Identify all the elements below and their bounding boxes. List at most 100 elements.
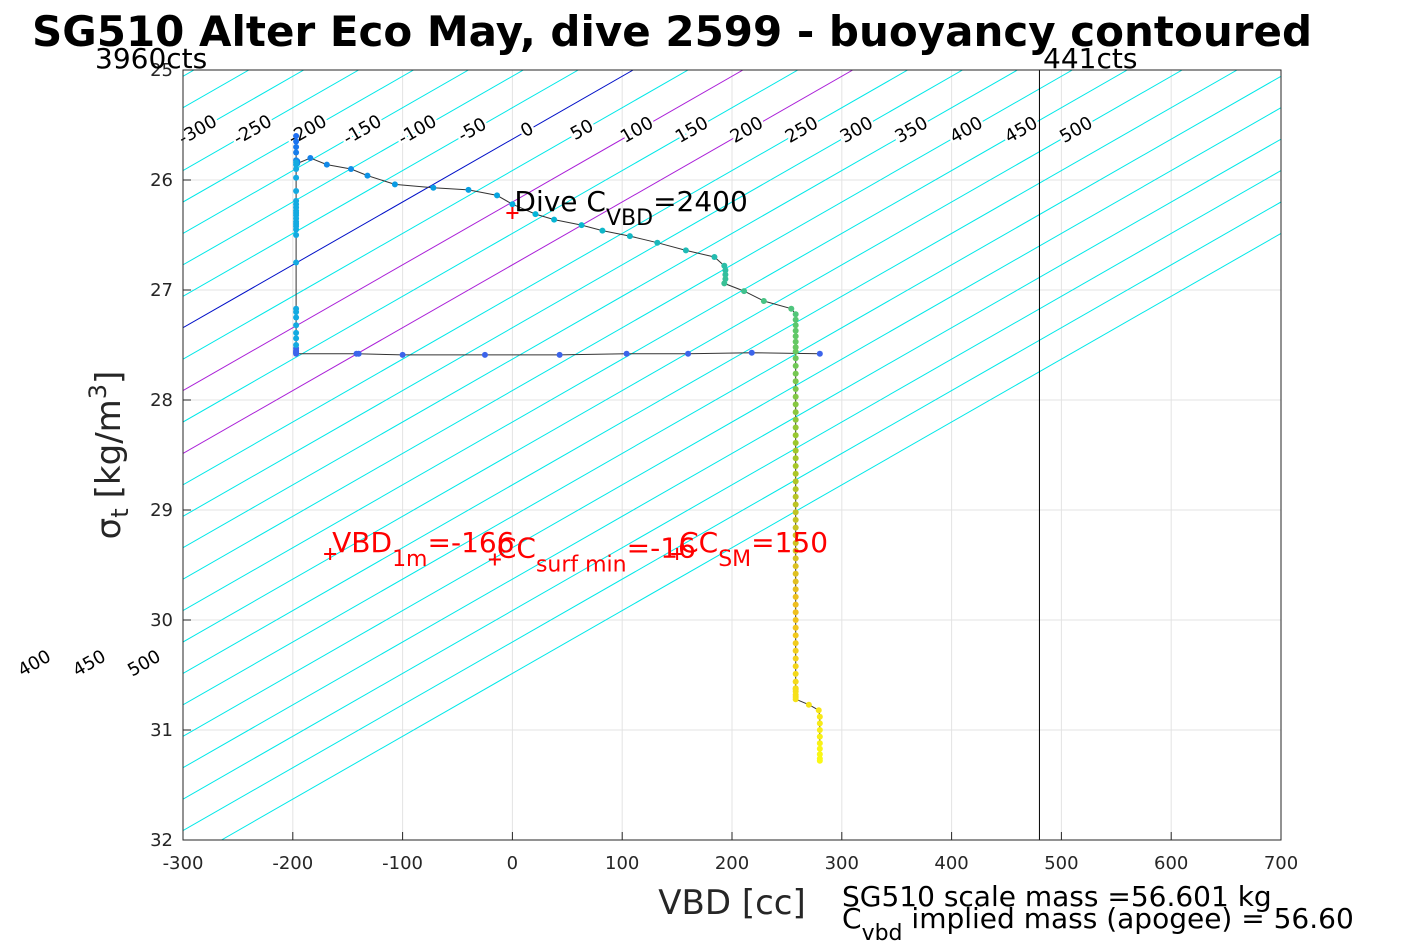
descent-point xyxy=(347,166,354,172)
descent-point xyxy=(792,493,799,500)
descent-point xyxy=(494,192,501,199)
descent-point xyxy=(323,161,330,168)
ascent-point xyxy=(293,305,300,312)
descent-point xyxy=(788,305,795,312)
descent-point xyxy=(792,455,799,462)
descent-point xyxy=(792,555,799,562)
descent-point xyxy=(816,745,823,752)
x-tick-label: 0 xyxy=(507,853,518,874)
descent-point xyxy=(792,322,799,329)
annotation-subscript: 1m xyxy=(392,547,427,572)
contour-line xyxy=(183,70,579,297)
y-tick-label: 29 xyxy=(150,500,173,521)
descent-point xyxy=(792,401,799,408)
descent-point xyxy=(792,463,799,469)
descent-point xyxy=(792,393,799,400)
tick-layer: -300 -200 -100 0 100 200 300 400 500 600 700 25 26 27… xyxy=(150,60,1298,874)
annotation-subscript: surf min xyxy=(536,553,627,578)
x-tick-label: -300 xyxy=(163,853,204,874)
descent-point xyxy=(792,678,799,685)
y-tick-label: 26 xyxy=(150,170,173,191)
x-axis-label: VBD [cc] xyxy=(658,883,806,923)
contour-line xyxy=(183,70,1238,675)
descent-point xyxy=(293,149,300,156)
descent-point xyxy=(792,470,799,477)
descent-point xyxy=(792,344,799,351)
ascent-point xyxy=(481,351,488,358)
descent-point xyxy=(792,563,799,570)
descent-point xyxy=(792,640,799,647)
descent-point xyxy=(792,696,799,703)
ascent-point xyxy=(293,322,300,329)
contour-line xyxy=(183,75,1281,706)
annotation-value: =150 xyxy=(751,526,828,559)
contour-line xyxy=(183,70,799,423)
marker-annotation: Dive CVBD=2400 xyxy=(514,185,747,231)
footer-c: C xyxy=(842,902,862,935)
descent-point xyxy=(816,713,823,720)
y-tick-label: 32 xyxy=(150,830,173,851)
footer-rest: implied mass (apogee) = 56.60 xyxy=(903,902,1354,935)
descent-point xyxy=(792,586,799,593)
descent-point xyxy=(792,355,799,362)
contour-line xyxy=(221,232,1281,840)
ascent-point xyxy=(293,314,300,321)
descent-point xyxy=(721,280,728,287)
descent-point xyxy=(509,201,516,208)
ascent-point xyxy=(293,197,300,204)
right-count-label: 441cts xyxy=(1043,42,1137,75)
ascent-point xyxy=(293,188,300,194)
contour-line xyxy=(183,70,963,517)
marker-annotation: CCSM=150 xyxy=(679,526,828,572)
descent-point xyxy=(391,181,398,188)
contour-line xyxy=(183,70,1183,643)
descent-point xyxy=(682,247,689,254)
descent-point xyxy=(293,138,300,145)
ascent-point xyxy=(293,335,300,342)
descent-point xyxy=(816,740,823,747)
descent-point xyxy=(792,663,799,670)
descent-point xyxy=(792,416,799,423)
descent-point xyxy=(792,486,799,493)
annotation-subscript: SM xyxy=(718,547,751,572)
ascent-point xyxy=(816,350,823,357)
descent-point xyxy=(792,609,799,616)
descent-point xyxy=(792,624,799,631)
x-tick-label: 600 xyxy=(1154,853,1188,874)
annotation-subscript: VBD xyxy=(606,206,653,231)
contour-line xyxy=(183,70,1073,580)
x-tick-label: 400 xyxy=(934,853,968,874)
descent-point xyxy=(430,184,437,191)
contour-label: 400 xyxy=(14,646,54,681)
annotation-main: VBD xyxy=(332,526,392,559)
ascent-point xyxy=(293,166,300,172)
contour-label: 500 xyxy=(124,646,164,681)
descent-point xyxy=(792,316,799,323)
descent-point xyxy=(792,547,799,554)
ascent-point xyxy=(556,351,563,358)
contour-line xyxy=(183,70,854,455)
ascent-point xyxy=(685,350,692,357)
contour-line xyxy=(183,70,744,392)
descent-point xyxy=(805,701,812,708)
descent-point xyxy=(792,333,799,340)
contour-line xyxy=(0,70,84,840)
descent-point xyxy=(816,757,823,764)
descent-point xyxy=(722,271,729,278)
annotation-main: CC xyxy=(497,532,536,565)
contour-line xyxy=(183,107,1281,737)
descent-point xyxy=(792,670,799,677)
ascent-point xyxy=(748,349,755,356)
contour-line xyxy=(183,70,414,203)
descent-point xyxy=(792,509,799,516)
annotation-value: =-166 xyxy=(428,526,515,559)
descent-point xyxy=(792,439,799,446)
contour-line xyxy=(183,70,689,360)
descent-point xyxy=(364,172,371,179)
x-tick-label: -100 xyxy=(382,853,423,874)
marker-annotation: CCsurf min=-16 xyxy=(497,532,696,578)
y-label-close: ] xyxy=(89,371,129,384)
y-tick-label: 30 xyxy=(150,610,173,631)
descent-point xyxy=(792,327,799,334)
